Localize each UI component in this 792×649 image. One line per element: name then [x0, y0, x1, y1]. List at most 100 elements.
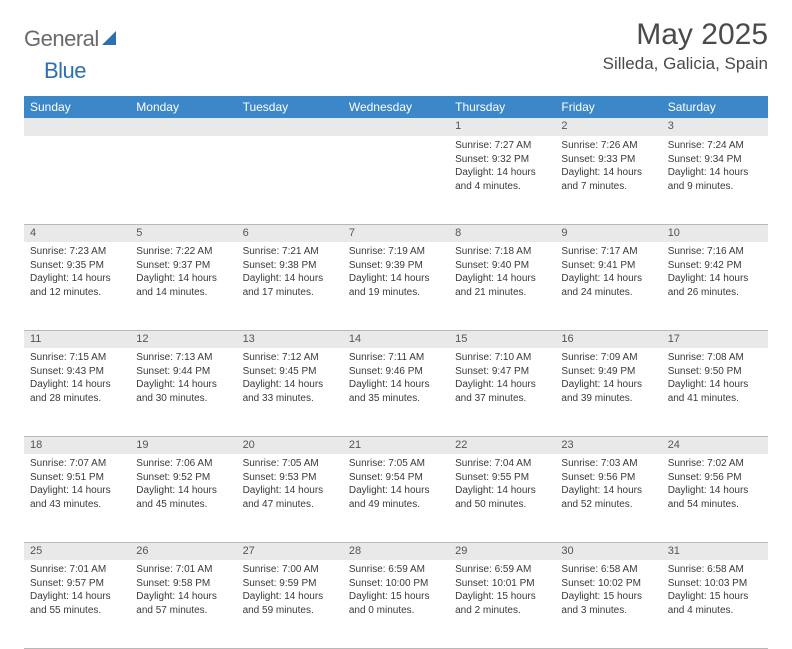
- sunset-text: Sunset: 9:39 PM: [349, 259, 443, 273]
- day-number: 14: [343, 330, 449, 348]
- day-cell: Sunrise: 7:05 AMSunset: 9:53 PMDaylight:…: [237, 454, 343, 542]
- day-cell: [130, 136, 236, 224]
- sunrise-text: Sunrise: 7:04 AM: [455, 457, 549, 471]
- day-number: 12: [130, 330, 236, 348]
- weekday-header-row: Sunday Monday Tuesday Wednesday Thursday…: [24, 96, 768, 118]
- day-cell: Sunrise: 7:15 AMSunset: 9:43 PMDaylight:…: [24, 348, 130, 436]
- day-cell: Sunrise: 7:23 AMSunset: 9:35 PMDaylight:…: [24, 242, 130, 330]
- day-cell: Sunrise: 7:11 AMSunset: 9:46 PMDaylight:…: [343, 348, 449, 436]
- day-number: 15: [449, 330, 555, 348]
- day-number: 10: [662, 224, 768, 242]
- day-cell: Sunrise: 6:58 AMSunset: 10:02 PMDaylight…: [555, 560, 661, 648]
- daylight-text: Daylight: 14 hours and 12 minutes.: [30, 272, 124, 299]
- triangle-icon: [102, 31, 116, 45]
- day-number: [343, 118, 449, 136]
- daylight-text: Daylight: 14 hours and 35 minutes.: [349, 378, 443, 405]
- sunset-text: Sunset: 9:56 PM: [561, 471, 655, 485]
- day-cell: Sunrise: 6:58 AMSunset: 10:03 PMDaylight…: [662, 560, 768, 648]
- day-number: 6: [237, 224, 343, 242]
- day-number: 11: [24, 330, 130, 348]
- daylight-text: Daylight: 15 hours and 0 minutes.: [349, 590, 443, 617]
- day-cell: Sunrise: 7:16 AMSunset: 9:42 PMDaylight:…: [662, 242, 768, 330]
- weekday-header: Saturday: [662, 96, 768, 118]
- sunset-text: Sunset: 9:41 PM: [561, 259, 655, 273]
- weekday-header: Wednesday: [343, 96, 449, 118]
- daylight-text: Daylight: 14 hours and 54 minutes.: [668, 484, 762, 511]
- weekday-header: Sunday: [24, 96, 130, 118]
- day-cell: Sunrise: 7:10 AMSunset: 9:47 PMDaylight:…: [449, 348, 555, 436]
- weekday-header: Monday: [130, 96, 236, 118]
- sunrise-text: Sunrise: 7:16 AM: [668, 245, 762, 259]
- day-cell: Sunrise: 6:59 AMSunset: 10:01 PMDaylight…: [449, 560, 555, 648]
- sunset-text: Sunset: 9:35 PM: [30, 259, 124, 273]
- daylight-text: Daylight: 14 hours and 43 minutes.: [30, 484, 124, 511]
- sunset-text: Sunset: 9:34 PM: [668, 153, 762, 167]
- day-number: 31: [662, 542, 768, 560]
- day-number: 7: [343, 224, 449, 242]
- day-cell: [343, 136, 449, 224]
- sunrise-text: Sunrise: 7:19 AM: [349, 245, 443, 259]
- sunrise-text: Sunrise: 7:21 AM: [243, 245, 337, 259]
- sunset-text: Sunset: 10:03 PM: [668, 577, 762, 591]
- day-number: 5: [130, 224, 236, 242]
- day-cell: Sunrise: 7:05 AMSunset: 9:54 PMDaylight:…: [343, 454, 449, 542]
- daylight-text: Daylight: 14 hours and 7 minutes.: [561, 166, 655, 193]
- sunrise-text: Sunrise: 7:02 AM: [668, 457, 762, 471]
- day-body-row: Sunrise: 7:15 AMSunset: 9:43 PMDaylight:…: [24, 348, 768, 436]
- sunrise-text: Sunrise: 7:01 AM: [136, 563, 230, 577]
- day-body-row: Sunrise: 7:27 AMSunset: 9:32 PMDaylight:…: [24, 136, 768, 224]
- day-cell: Sunrise: 7:24 AMSunset: 9:34 PMDaylight:…: [662, 136, 768, 224]
- day-number: 3: [662, 118, 768, 136]
- day-number: 2: [555, 118, 661, 136]
- day-body-row: Sunrise: 7:07 AMSunset: 9:51 PMDaylight:…: [24, 454, 768, 542]
- daylight-text: Daylight: 14 hours and 17 minutes.: [243, 272, 337, 299]
- sunset-text: Sunset: 9:50 PM: [668, 365, 762, 379]
- daylight-text: Daylight: 14 hours and 21 minutes.: [455, 272, 549, 299]
- daylight-text: Daylight: 14 hours and 57 minutes.: [136, 590, 230, 617]
- sunset-text: Sunset: 9:55 PM: [455, 471, 549, 485]
- brand-part1: General: [24, 26, 99, 52]
- day-number: 1: [449, 118, 555, 136]
- day-cell: Sunrise: 7:17 AMSunset: 9:41 PMDaylight:…: [555, 242, 661, 330]
- daylight-text: Daylight: 14 hours and 49 minutes.: [349, 484, 443, 511]
- day-number: 23: [555, 436, 661, 454]
- day-number: [24, 118, 130, 136]
- daylight-text: Daylight: 14 hours and 55 minutes.: [30, 590, 124, 617]
- day-cell: Sunrise: 7:22 AMSunset: 9:37 PMDaylight:…: [130, 242, 236, 330]
- day-number-row: 123: [24, 118, 768, 136]
- daylight-text: Daylight: 15 hours and 3 minutes.: [561, 590, 655, 617]
- daylight-text: Daylight: 14 hours and 47 minutes.: [243, 484, 337, 511]
- day-number: 25: [24, 542, 130, 560]
- day-number-row: 25262728293031: [24, 542, 768, 560]
- day-cell: Sunrise: 7:21 AMSunset: 9:38 PMDaylight:…: [237, 242, 343, 330]
- day-cell: Sunrise: 7:08 AMSunset: 9:50 PMDaylight:…: [662, 348, 768, 436]
- day-cell: Sunrise: 6:59 AMSunset: 10:00 PMDaylight…: [343, 560, 449, 648]
- day-body-row: Sunrise: 7:01 AMSunset: 9:57 PMDaylight:…: [24, 560, 768, 648]
- day-number: 19: [130, 436, 236, 454]
- sunrise-text: Sunrise: 7:06 AM: [136, 457, 230, 471]
- day-number: 8: [449, 224, 555, 242]
- brand-logo: General: [24, 18, 118, 52]
- daylight-text: Daylight: 14 hours and 37 minutes.: [455, 378, 549, 405]
- day-number: [130, 118, 236, 136]
- sunrise-text: Sunrise: 7:08 AM: [668, 351, 762, 365]
- sunrise-text: Sunrise: 7:00 AM: [243, 563, 337, 577]
- day-number: 27: [237, 542, 343, 560]
- sunrise-text: Sunrise: 7:15 AM: [30, 351, 124, 365]
- day-number: 22: [449, 436, 555, 454]
- day-number: 4: [24, 224, 130, 242]
- weekday-header: Thursday: [449, 96, 555, 118]
- weekday-header: Tuesday: [237, 96, 343, 118]
- day-number-row: 18192021222324: [24, 436, 768, 454]
- sunset-text: Sunset: 10:01 PM: [455, 577, 549, 591]
- daylight-text: Daylight: 14 hours and 19 minutes.: [349, 272, 443, 299]
- daylight-text: Daylight: 14 hours and 41 minutes.: [668, 378, 762, 405]
- sunrise-text: Sunrise: 7:18 AM: [455, 245, 549, 259]
- day-number: 9: [555, 224, 661, 242]
- sunrise-text: Sunrise: 7:26 AM: [561, 139, 655, 153]
- day-cell: Sunrise: 7:13 AMSunset: 9:44 PMDaylight:…: [130, 348, 236, 436]
- sunrise-text: Sunrise: 7:27 AM: [455, 139, 549, 153]
- sunset-text: Sunset: 9:45 PM: [243, 365, 337, 379]
- sunrise-text: Sunrise: 7:09 AM: [561, 351, 655, 365]
- sunrise-text: Sunrise: 6:58 AM: [668, 563, 762, 577]
